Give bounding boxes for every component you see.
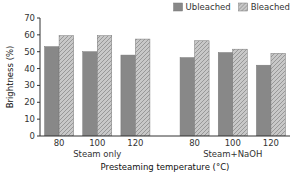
bar [121,55,136,136]
bar [256,65,271,136]
legend-label: Ubleached [186,2,231,12]
y-tick-label: 50 [24,47,35,57]
x-tick-label: 120 [263,138,279,148]
x-tick-label: 120 [127,138,143,148]
legend-label: Bleached [251,2,290,12]
y-tick-label: 40 [24,64,35,74]
y-tick-label: 20 [24,97,35,107]
x-tick-label: 100 [89,138,105,148]
bar [59,36,74,136]
y-tick-label: 70 [24,13,35,23]
y-tick-label: 60 [24,30,35,40]
chart: 0 10 20 30 40 50 60 70 80 100 120 80 100 120 Steam onl… [0,0,295,179]
bar [180,58,195,136]
y-tick-label: 0 [30,131,35,141]
x-tick-label: 80 [54,138,65,148]
legend-swatch [239,3,248,11]
bar [271,53,286,136]
legend: Ubleached Bleached [174,2,290,12]
bar [97,36,112,136]
y-tick-label: 10 [24,114,35,124]
x-tick-label: 80 [189,138,200,148]
legend-swatch [174,3,183,11]
bars [45,36,286,136]
bar [45,47,60,136]
bar [218,53,233,136]
x-axis [40,136,290,137]
bar [83,52,98,136]
y-tick-label: 30 [24,80,35,90]
bar [135,39,150,136]
x-tick-label: 100 [225,138,241,148]
bar [233,49,248,136]
y-axis [40,18,41,136]
x-axis-label: Presteaming temperature (°C) [101,162,230,172]
bar [195,41,210,136]
group-label: Steam+NaOH [203,149,262,159]
group-label: Steam only [73,149,121,159]
y-axis-label: Brightness (%) [5,46,15,109]
